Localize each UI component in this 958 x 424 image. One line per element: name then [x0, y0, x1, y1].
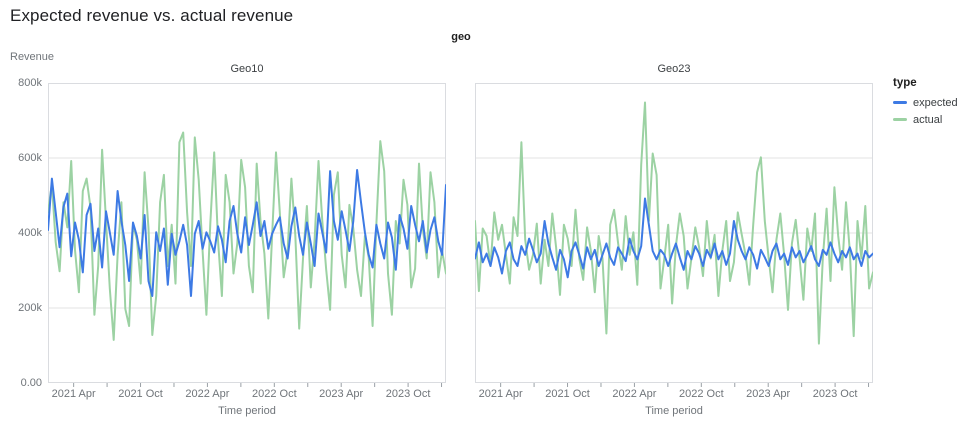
chart-legend: type expected actual	[893, 77, 958, 128]
series-line-expected	[48, 169, 446, 297]
legend-swatch-expected	[893, 101, 907, 104]
x-tick-label: 2023 Oct	[812, 388, 858, 400]
x-tick-label: 2023 Apr	[319, 388, 364, 400]
facet-title: Geo23	[657, 63, 691, 75]
line-chart	[48, 83, 446, 387]
legend-item-actual: actual	[893, 111, 958, 128]
line-chart	[475, 83, 873, 387]
legend-label: actual	[913, 113, 943, 126]
y-tick-label: 200k	[18, 302, 42, 314]
x-tick-label: 2021 Oct	[118, 388, 163, 400]
y-axis-title: Revenue	[10, 51, 55, 63]
legend-label: expected	[913, 96, 958, 109]
facet-group-label: geo	[451, 31, 471, 43]
facet-title: Geo10	[230, 63, 264, 75]
x-tick-label: 2021 Apr	[51, 388, 96, 400]
series-line-actual	[475, 101, 873, 345]
legend-swatch-actual	[893, 118, 907, 121]
x-tick-label: 2022 Apr	[185, 388, 230, 400]
y-tick-label: 0.00	[20, 377, 42, 389]
x-tick-label: 2023 Apr	[746, 388, 791, 400]
x-tick-label: 2023 Oct	[385, 388, 431, 400]
x-tick-label: 2022 Oct	[678, 388, 724, 400]
x-tick-label: 2021 Oct	[545, 388, 590, 400]
x-tick-label: 2022 Oct	[251, 388, 297, 400]
x-axis-title: Time period	[218, 405, 276, 417]
page-title: Expected revenue vs. actual revenue	[10, 6, 294, 25]
y-tick-label: 800k	[18, 77, 42, 89]
y-tick-label: 400k	[18, 227, 42, 239]
series-line-expected	[475, 197, 873, 279]
x-axis-tick-labels: 2021 Apr 2021 Oct 2022 Apr 2022 Oct 2023 Apr…	[475, 388, 873, 402]
x-axis-title: Time period	[645, 405, 703, 417]
x-tick-label: 2022 Apr	[612, 388, 657, 400]
chart-panel-geo23: Geo23 2021 Apr 2021 Oct 2022 Apr 2022 Oct 20…	[475, 63, 873, 423]
legend-title: type	[893, 77, 917, 89]
x-tick-label: 2021 Apr	[478, 388, 523, 400]
plot-border	[48, 83, 446, 383]
x-axis-tick-labels: 2021 Apr 2021 Oct 2022 Apr 2022 Oct 2023 Apr…	[48, 388, 446, 402]
y-axis-tick-labels: 800k 600k 400k 200k 0.00	[0, 77, 42, 389]
legend-item-expected: expected	[893, 94, 958, 111]
chart-panel-geo10: Geo10 2021 Apr 2021 Oct 2022 Apr 2022 Oct 20…	[48, 63, 446, 423]
y-tick-label: 600k	[18, 152, 42, 164]
